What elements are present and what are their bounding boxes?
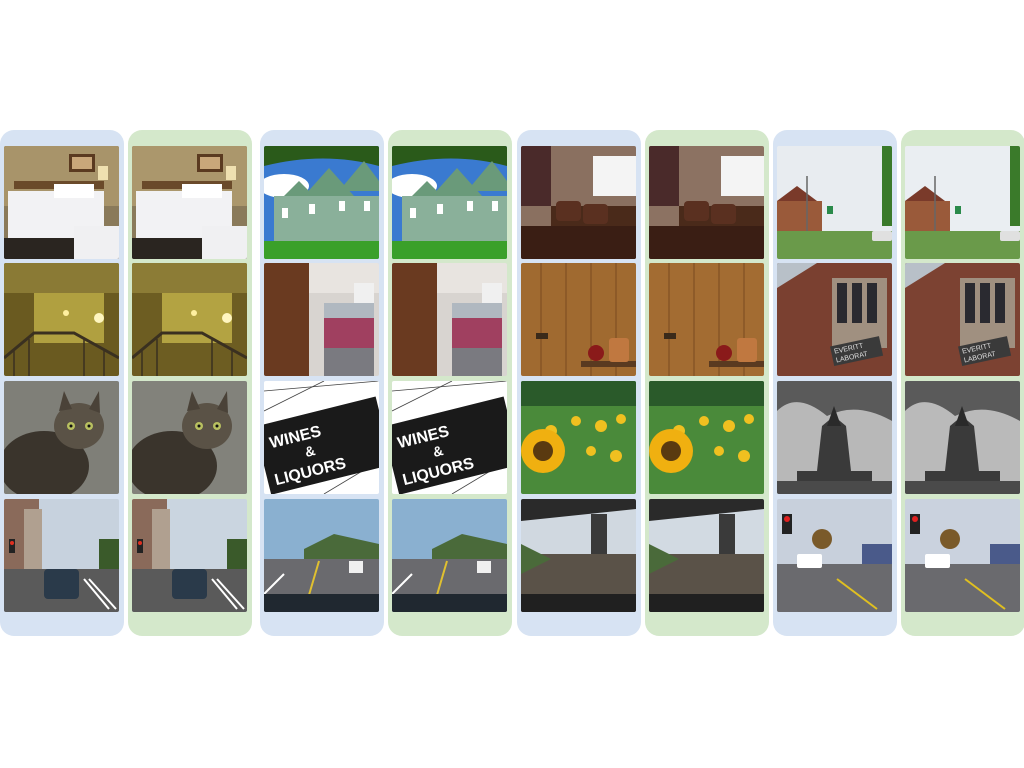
ornate-tower-image xyxy=(905,381,1020,494)
suburb-image xyxy=(905,146,1020,259)
wines-liquors-sign-image: WINES & LIQUORS xyxy=(392,381,507,494)
image-column-3: WINES & LIQUORS xyxy=(260,130,384,636)
image-column-1 xyxy=(0,130,124,636)
image-column-6 xyxy=(645,130,769,636)
office-image xyxy=(264,263,379,376)
overpass-road-image xyxy=(521,499,636,612)
cat-image xyxy=(132,381,247,494)
stairwell-image xyxy=(4,263,119,376)
brick-building-image: EVERITT LABORAT xyxy=(905,263,1020,376)
highway-image xyxy=(392,499,507,612)
home-theater-image xyxy=(649,146,764,259)
sunflowers-image xyxy=(649,381,764,494)
overpass-road-image xyxy=(649,499,764,612)
image-column-8: EVERITT LABORAT xyxy=(901,130,1024,636)
intersection-image xyxy=(777,499,892,612)
sunflowers-image xyxy=(521,381,636,494)
brick-building-image: EVERITT LABORAT xyxy=(777,263,892,376)
cat-image xyxy=(4,381,119,494)
highway-image xyxy=(264,499,379,612)
stairwell-image xyxy=(132,263,247,376)
wood-wall-image xyxy=(649,263,764,376)
bedroom-image xyxy=(132,146,247,259)
home-theater-image xyxy=(521,146,636,259)
office-image xyxy=(392,263,507,376)
city-street-image xyxy=(132,499,247,612)
sign-line-2: & xyxy=(303,442,317,460)
sign-line-2: & xyxy=(431,442,445,460)
suburb-image xyxy=(777,146,892,259)
city-street-image xyxy=(4,499,119,612)
houses-image xyxy=(264,146,379,259)
wines-liquors-sign-image: WINES & LIQUORS xyxy=(264,381,379,494)
houses-image xyxy=(392,146,507,259)
image-column-4: WINES & LIQUORS xyxy=(388,130,512,636)
image-column-5 xyxy=(517,130,641,636)
ornate-tower-image xyxy=(777,381,892,494)
image-column-7: EVERITT LABORAT xyxy=(773,130,897,636)
image-column-2 xyxy=(128,130,252,636)
wood-wall-image xyxy=(521,263,636,376)
bedroom-image xyxy=(4,146,119,259)
intersection-image xyxy=(905,499,1020,612)
